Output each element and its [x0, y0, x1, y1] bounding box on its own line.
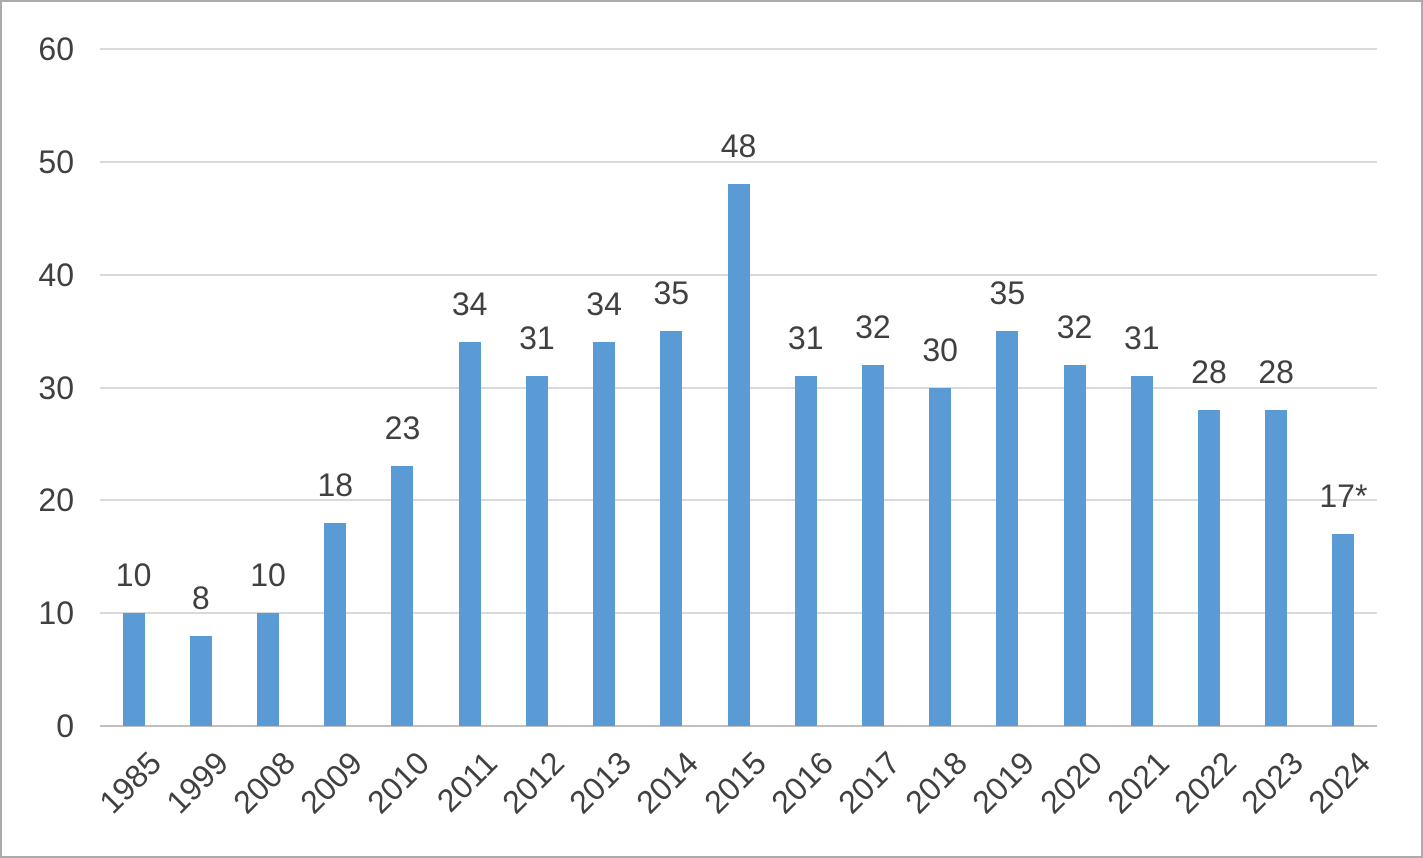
y-axis-tick-label: 60: [38, 31, 74, 67]
bar-2008: [257, 613, 280, 726]
bar-value-label: 8: [191, 579, 210, 616]
bar-2010: [391, 466, 414, 726]
y-axis-tick-label: 10: [38, 595, 74, 632]
y-axis-tick-label: 40: [38, 256, 74, 293]
y-axis-tick-label: 0: [56, 708, 74, 744]
bar-value-label: 32: [1056, 308, 1093, 345]
bar-2017: [861, 364, 884, 726]
y-axis-tick-label: 30: [38, 369, 74, 406]
bar-value-label: 31: [519, 320, 555, 357]
bar-1999: [189, 635, 212, 726]
bar-value-label: 10: [115, 557, 152, 594]
bar-1985: [122, 613, 145, 726]
bar-value-label: 32: [855, 308, 891, 345]
bar-2014: [660, 331, 683, 726]
bar-value-label: 30: [922, 331, 958, 368]
bar-value-label: 34: [586, 286, 622, 323]
bar-value-label: 31: [1123, 320, 1160, 357]
bar-2021: [1130, 376, 1153, 726]
bar-value-label: 23: [384, 410, 421, 447]
bar-2016: [794, 376, 817, 726]
bar-2023: [1265, 410, 1288, 726]
bar-2015: [727, 184, 750, 726]
bar-value-label: 18: [317, 466, 354, 503]
y-axis-tick-label: 50: [38, 143, 74, 180]
bar-2012: [525, 376, 548, 726]
bar-value-label: 10: [250, 557, 286, 594]
bar-value-label: 48: [720, 128, 757, 165]
bar-2013: [593, 342, 616, 726]
bar-value-label: 17*: [1319, 478, 1368, 515]
bar-2024: [1332, 534, 1355, 726]
bar-2020: [1063, 364, 1086, 726]
x-axis-line: [100, 725, 1377, 727]
bar-value-label: 28: [1258, 354, 1294, 391]
bar-2011: [458, 342, 481, 726]
bar-value-label: 35: [989, 275, 1026, 312]
bar-value-label: 35: [653, 275, 690, 312]
bar-value-label: 28: [1191, 354, 1227, 391]
bar-2019: [996, 331, 1019, 726]
bar-2009: [324, 522, 347, 726]
bar-value-label: 34: [451, 286, 488, 323]
bar-2022: [1197, 410, 1220, 726]
bar-value-label: 31: [787, 320, 824, 357]
bar-2018: [929, 387, 952, 726]
gridline: [100, 160, 1377, 163]
y-axis-tick-label: 20: [38, 482, 74, 519]
gridline: [100, 48, 1377, 50]
